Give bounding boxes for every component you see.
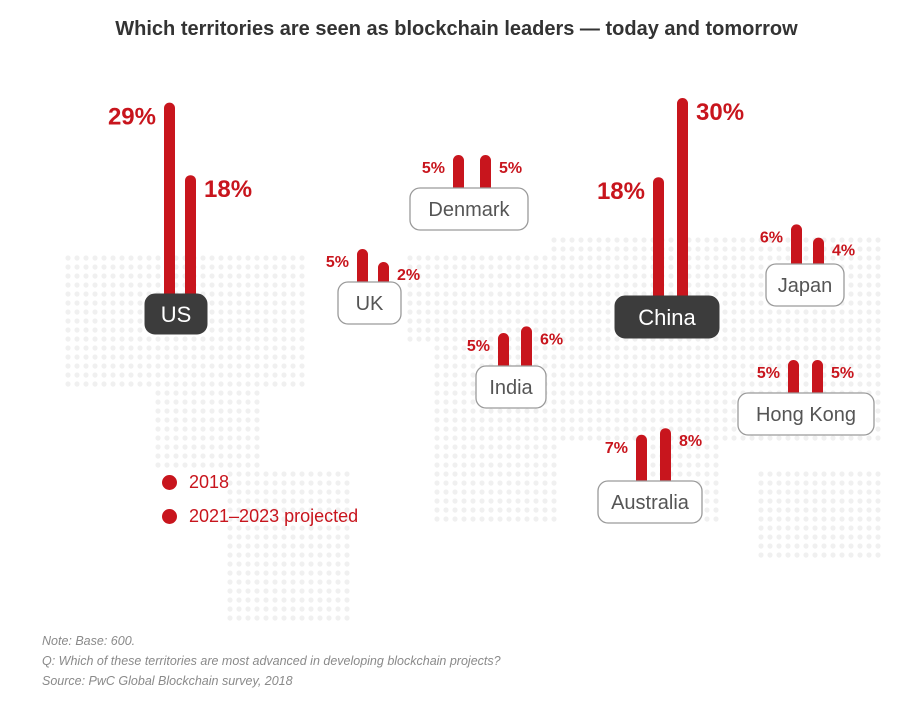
bar-projected-china xyxy=(677,98,688,306)
value-label-projected-denmark: 5% xyxy=(499,160,522,177)
bar-2018-uk xyxy=(357,249,368,292)
category-label-japan: Japan xyxy=(778,275,833,297)
category-label-india: India xyxy=(489,377,533,399)
bar-projected-us xyxy=(185,175,196,304)
bar-2018-china xyxy=(653,177,664,306)
bar-projected-australia xyxy=(660,428,671,491)
value-label-2018-india: 5% xyxy=(467,338,490,355)
value-label-2018-denmark: 5% xyxy=(422,160,445,177)
value-label-2018-us: 29% xyxy=(108,104,156,131)
value-label-projected-australia: 8% xyxy=(679,433,702,450)
territory-denmark: Denmark 5% 5% xyxy=(409,155,529,231)
value-label-2018-hong-kong: 5% xyxy=(757,365,780,382)
value-label-projected-china: 30% xyxy=(696,99,744,126)
bar-2018-india xyxy=(498,333,509,376)
footnotes: Note: Base: 600. Q: Which of these terri… xyxy=(42,631,501,691)
value-label-projected-us: 18% xyxy=(204,176,252,203)
territory-uk: UK 5% 2% xyxy=(326,249,420,325)
territory-australia: Australia 7% 8% xyxy=(597,428,703,524)
bars-layer: US 29% 18% UK 5% 2% Denmark 5% 5% India 5% 6% China 1… xyxy=(108,98,875,524)
value-label-projected-japan: 4% xyxy=(832,243,855,260)
legend-item-2018: 2018 xyxy=(162,472,229,493)
legend-label: 2021–2023 projected xyxy=(189,506,359,526)
bar-2018-denmark xyxy=(453,155,464,198)
territory-japan: Japan 6% 4% xyxy=(760,224,855,307)
bar-2018-australia xyxy=(636,434,647,491)
territory-hong-kong: Hong Kong 5% 5% xyxy=(737,360,875,436)
note-question: Q: Which of these territories are most a… xyxy=(42,654,501,668)
bar-projected-hong-kong xyxy=(812,360,823,403)
territory-india: India 5% 6% xyxy=(467,326,563,409)
label-box-india xyxy=(475,365,547,409)
note-base: Note: Base: 600. xyxy=(42,634,136,648)
bar-2018-us xyxy=(164,102,175,304)
label-box-uk xyxy=(337,281,402,325)
category-label-us: US xyxy=(161,302,192,327)
category-label-uk: UK xyxy=(356,293,384,315)
bar-2018-hong-kong xyxy=(788,360,799,403)
bar-2018-japan xyxy=(791,224,802,274)
category-label-china: China xyxy=(638,305,696,330)
value-label-projected-hong-kong: 5% xyxy=(831,365,854,382)
value-label-2018-china: 18% xyxy=(597,178,645,205)
value-label-2018-australia: 7% xyxy=(605,440,628,457)
label-box-us xyxy=(144,293,208,335)
value-label-projected-india: 6% xyxy=(540,331,563,348)
category-label-hong-kong: Hong Kong xyxy=(756,404,856,426)
value-label-projected-uk: 2% xyxy=(397,267,420,284)
bar-projected-denmark xyxy=(480,155,491,198)
legend-dot-icon xyxy=(162,475,177,490)
category-label-australia: Australia xyxy=(611,492,690,514)
chart-title: Which territories are seen as blockchain… xyxy=(115,18,798,40)
value-label-2018-uk: 5% xyxy=(326,254,349,271)
territory-china: China 18% 30% xyxy=(597,98,744,339)
label-box-hong-kong xyxy=(737,392,875,436)
label-box-japan xyxy=(765,263,845,307)
note-source: Source: PwC Global Blockchain survey, 20… xyxy=(42,674,293,688)
label-box-australia xyxy=(597,480,703,524)
legend-item-projected: 2021–2023 projected xyxy=(162,506,358,527)
label-box-china xyxy=(614,295,720,339)
label-box-denmark xyxy=(409,187,529,231)
territory-us: US 29% 18% xyxy=(108,102,252,335)
legend-label: 2018 xyxy=(189,472,230,492)
bar-projected-india xyxy=(521,326,532,376)
value-label-2018-japan: 6% xyxy=(760,229,783,246)
legend-dot-icon xyxy=(162,509,177,524)
category-label-denmark: Denmark xyxy=(428,199,510,221)
